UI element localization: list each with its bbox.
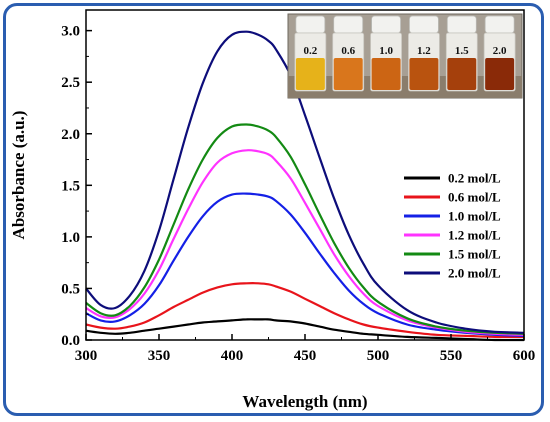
vial-liquid-4 [447, 58, 477, 90]
axis-ticks [85, 29, 525, 341]
series-line-1 [85, 282, 525, 339]
x-tick-label-1: 350 [148, 348, 171, 364]
vial-cap-0 [295, 15, 326, 34]
x-tick-label-3: 450 [294, 348, 317, 364]
vial-cap-3 [409, 15, 439, 34]
vial-cap-2 [371, 15, 401, 34]
vial-cap-5 [484, 15, 515, 34]
legend-label-1: 0.6 mol/L [448, 190, 501, 205]
vial-liquid-0 [295, 58, 325, 90]
vial-cap-1 [333, 15, 364, 34]
x-tick-label-4: 500 [367, 348, 390, 364]
y-tick-label-3: 1.5 [61, 178, 80, 194]
legend-label-3: 1.2 mol/L [448, 228, 501, 243]
legend-label-4: 1.5 mol/L [448, 247, 501, 262]
x-axis-title: Wavelength (nm) [242, 392, 367, 411]
vials-inset-photo: 0.2 0.6 1.0 1.2 1.5 2.0 [287, 13, 523, 99]
y-axis-title: Absorbance (a.u.) [9, 111, 28, 240]
series-line-2 [85, 192, 525, 337]
y-tick-label-0: 0.0 [61, 333, 80, 349]
vial-label-2: 1.0 [379, 45, 393, 57]
y-tick-label-5: 2.5 [61, 75, 80, 91]
vial-liquid-5 [485, 58, 515, 90]
vial-label-4: 1.5 [455, 45, 469, 57]
vial-label-3: 1.2 [417, 45, 431, 57]
y-tick-label-6: 3.0 [61, 24, 80, 40]
legend-label-5: 2.0 mol/L [448, 266, 501, 281]
y-tick-label-2: 1.0 [61, 230, 80, 246]
axis-tick-labels: 300 350 400 450 500 550 600 0.0 0.5 1.0 1.5 2.0 2.5 3… [61, 24, 535, 364]
x-tick-label-6: 600 [513, 348, 536, 364]
x-tick-label-5: 550 [440, 348, 463, 364]
series-line-0 [85, 318, 525, 342]
vial-cap-4 [446, 15, 477, 34]
series-line-5 [85, 30, 525, 334]
vial-liquid-3 [409, 58, 439, 90]
x-tick-label-0: 300 [75, 348, 98, 364]
vial-label-5: 2.0 [493, 45, 507, 57]
legend: 0.2 mol/L 0.6 mol/L 1.0 mol/L 1.2 mol/L 1.5 … [404, 171, 501, 281]
y-tick-label-1: 0.5 [61, 281, 80, 297]
vial-liquid-1 [333, 58, 363, 90]
vial-liquid-2 [371, 58, 401, 90]
series-line-3 [85, 149, 525, 336]
x-tick-label-2: 400 [221, 348, 244, 364]
y-tick-label-4: 2.0 [61, 127, 80, 143]
legend-label-0: 0.2 mol/L [448, 171, 501, 186]
legend-label-2: 1.0 mol/L [448, 209, 501, 224]
plot-lines [85, 30, 525, 342]
series-line-4 [85, 123, 525, 335]
vial-label-0: 0.2 [303, 45, 317, 57]
vial-label-1: 0.6 [341, 45, 355, 57]
